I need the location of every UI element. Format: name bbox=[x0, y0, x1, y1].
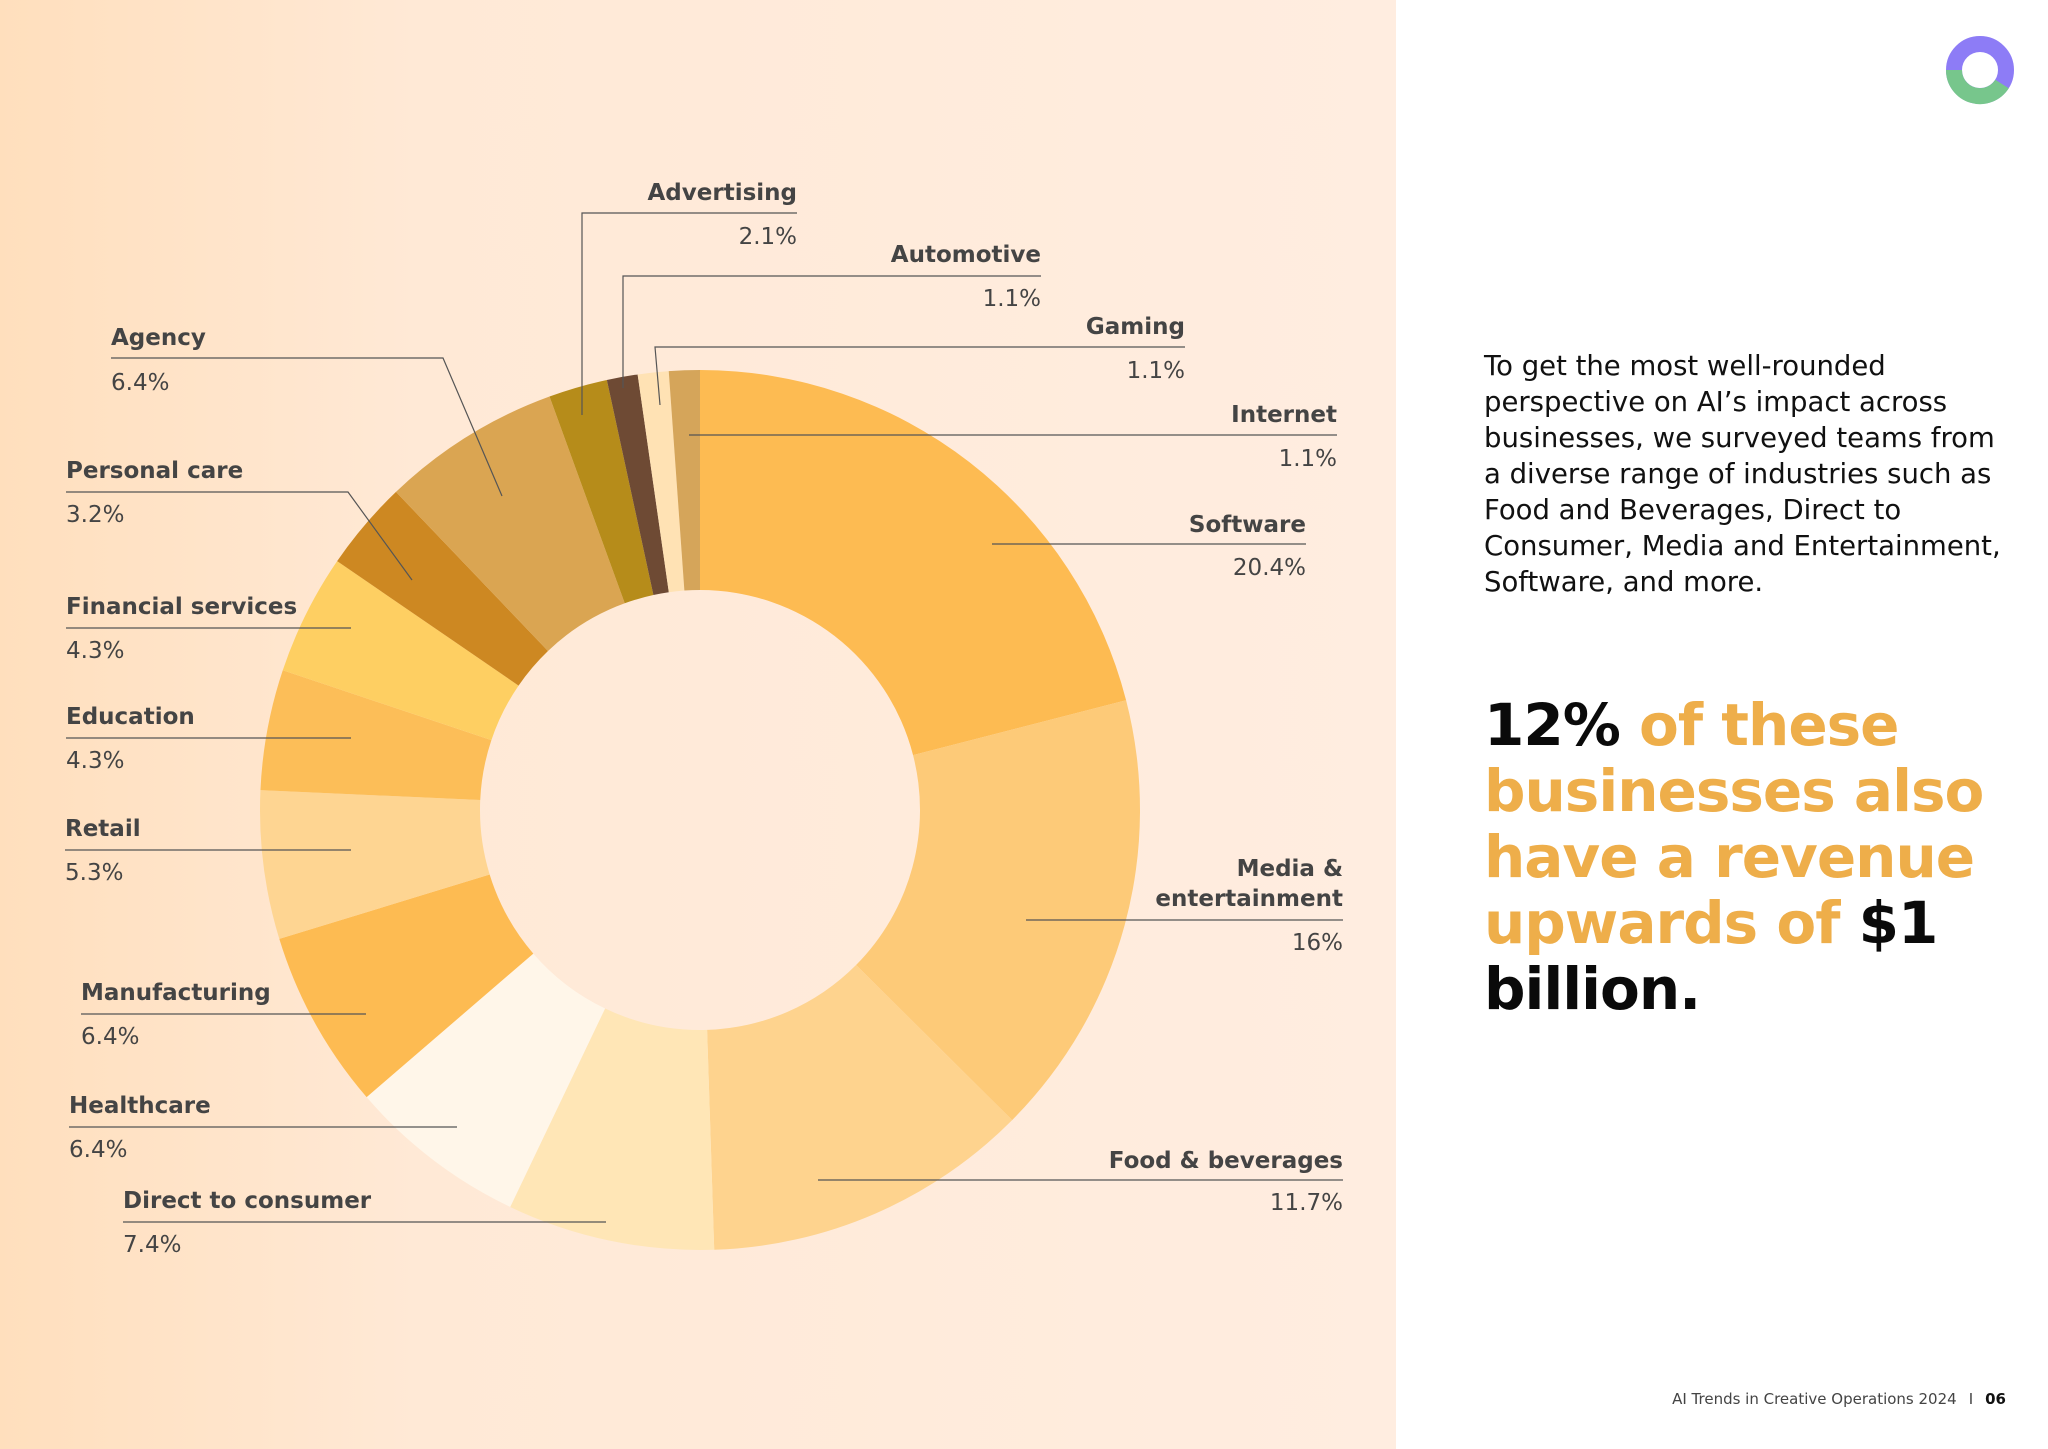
leader-line bbox=[111, 357, 503, 497]
segment-value-label: 2.1% bbox=[739, 224, 797, 250]
donut-slice bbox=[700, 370, 1127, 756]
donut-slice bbox=[637, 371, 685, 593]
donut-slice bbox=[606, 374, 669, 595]
logo-ring-green bbox=[1945, 69, 2009, 105]
donut-slice bbox=[282, 561, 519, 741]
segment-value-label: 1.1% bbox=[1127, 358, 1185, 384]
segment-value-label: 11.7% bbox=[1270, 1190, 1343, 1216]
donut-slice bbox=[668, 370, 700, 591]
donut-slice bbox=[279, 874, 534, 1098]
segment-label: Healthcare bbox=[69, 1093, 211, 1119]
segment-value-label: 20.4% bbox=[1233, 555, 1306, 581]
segment-value-label: 3.2% bbox=[66, 502, 124, 528]
chart-panel: Software 20.4% Media & entertainment 16% Food… bbox=[0, 0, 1396, 1449]
segment-label: Software bbox=[1189, 512, 1306, 538]
segment-label: Manufacturing bbox=[81, 980, 271, 1006]
segment-label: entertainment bbox=[1155, 886, 1343, 912]
segment-value-label: 1.1% bbox=[983, 286, 1041, 312]
headline-stat: 12% of these businesses also have a reve… bbox=[1484, 692, 2004, 1022]
segment-value-label: 1.1% bbox=[1279, 446, 1337, 472]
brand-ring-logo-icon bbox=[1945, 36, 2014, 105]
segment-label: Media & bbox=[1237, 856, 1343, 882]
footer-report-title: AI Trends in Creative Operations 2024 bbox=[1672, 1390, 1957, 1408]
segment-value-label: 6.4% bbox=[69, 1137, 127, 1163]
leader-line bbox=[66, 491, 413, 581]
intro-paragraph: To get the most well-rounded perspective… bbox=[1484, 350, 2001, 598]
segment-value-label: 5.3% bbox=[65, 860, 123, 886]
leader-lines bbox=[65, 212, 1343, 1223]
donut-slices bbox=[259, 370, 1140, 1250]
segment-value-label: 4.3% bbox=[66, 748, 124, 774]
segment-value-label: 4.3% bbox=[66, 638, 124, 664]
donut-slice bbox=[707, 965, 1013, 1250]
page-footer: AI Trends in Creative Operations 2024 I 06 bbox=[1600, 1390, 2006, 1408]
page-number: 06 bbox=[1985, 1390, 2006, 1408]
leader-line bbox=[622, 275, 1041, 388]
leader-line bbox=[581, 212, 797, 415]
segment-label: Advertising bbox=[648, 180, 798, 206]
headline-accent-text: of these businesses also have a revenue … bbox=[1484, 691, 1984, 957]
segment-label: Internet bbox=[1231, 402, 1337, 428]
donut-slice bbox=[337, 491, 548, 686]
donut-slice bbox=[510, 1008, 715, 1250]
segment-label: Financial services bbox=[66, 594, 297, 620]
segment-value-label: 7.4% bbox=[123, 1232, 181, 1258]
segment-label: Personal care bbox=[66, 458, 243, 484]
donut-slice bbox=[549, 379, 654, 604]
segment-value-label: 6.4% bbox=[81, 1024, 139, 1050]
leader-line bbox=[654, 346, 1185, 406]
segment-value-label: 6.4% bbox=[111, 370, 169, 396]
segment-label: Direct to consumer bbox=[123, 1188, 372, 1214]
segment-label: Retail bbox=[65, 816, 141, 842]
donut-slice bbox=[259, 790, 490, 939]
donut-slice bbox=[260, 670, 492, 801]
segment-label: Agency bbox=[111, 325, 206, 351]
donut-slice bbox=[366, 953, 606, 1207]
donut-slice bbox=[395, 396, 625, 651]
segment-labels: Software 20.4% Media & entertainment 16% Food… bbox=[65, 180, 1343, 1258]
segment-label: Education bbox=[66, 704, 195, 730]
footer-separator: I bbox=[1968, 1390, 1974, 1408]
segment-label: Automotive bbox=[891, 242, 1041, 268]
headline-end-text: $1 billion. bbox=[1484, 889, 1938, 1023]
headline-stat-value: 12% bbox=[1484, 691, 1621, 759]
segment-label: Gaming bbox=[1086, 314, 1185, 340]
text-panel bbox=[1396, 0, 2048, 1449]
donut-slice bbox=[856, 700, 1140, 1121]
segment-value-label: 16% bbox=[1292, 930, 1343, 956]
segment-label: Food & beverages bbox=[1109, 1148, 1343, 1174]
industry-donut-chart: Software 20.4% Media & entertainment 16% Food… bbox=[65, 180, 1343, 1258]
